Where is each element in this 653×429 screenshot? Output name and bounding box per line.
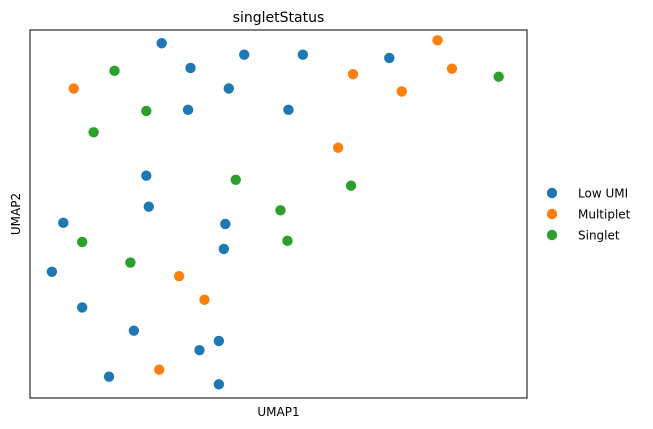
- point-2-2: [141, 105, 152, 117]
- point-2-1: [493, 71, 504, 82]
- point-0-14: [76, 302, 88, 313]
- points-layer: [46, 35, 504, 390]
- point-1-7: [199, 294, 210, 305]
- legend-marker-2: [546, 229, 558, 241]
- point-1-2: [347, 68, 359, 80]
- point-0-4: [384, 52, 395, 64]
- point-0-5: [223, 83, 234, 94]
- legend-label-1: Multiplet: [578, 208, 631, 222]
- point-1-1: [446, 63, 458, 74]
- point-1-8: [154, 364, 165, 375]
- point-0-7: [283, 104, 294, 116]
- point-2-0: [109, 65, 120, 77]
- point-0-10: [58, 217, 69, 229]
- plot-frame: [29, 29, 528, 399]
- point-0-19: [213, 379, 225, 390]
- point-0-3: [297, 49, 309, 60]
- point-0-9: [143, 201, 154, 212]
- point-2-6: [275, 205, 286, 216]
- point-2-5: [345, 180, 357, 191]
- point-0-6: [182, 104, 194, 116]
- point-2-4: [230, 174, 241, 185]
- x-axis-title: UMAP1: [257, 405, 299, 419]
- legend-label-2: Singlet: [578, 229, 620, 243]
- y-axis-title: UMAP2: [9, 193, 23, 235]
- point-0-8: [141, 170, 152, 181]
- legend-label-0: Low UMI: [578, 187, 628, 201]
- chart-title: singletStatus: [233, 10, 325, 26]
- point-0-11: [220, 218, 231, 230]
- point-1-0: [432, 35, 443, 46]
- point-0-1: [185, 62, 196, 74]
- point-2-3: [88, 127, 99, 138]
- point-1-5: [332, 142, 344, 153]
- point-0-17: [194, 344, 205, 356]
- point-1-4: [68, 83, 79, 94]
- point-2-7: [76, 236, 88, 248]
- point-2-8: [282, 235, 293, 247]
- point-0-18: [103, 371, 115, 382]
- point-0-16: [213, 335, 225, 347]
- point-2-9: [125, 257, 136, 268]
- point-0-2: [239, 49, 250, 60]
- point-1-6: [173, 270, 185, 282]
- point-0-12: [218, 243, 230, 255]
- point-1-3: [396, 86, 407, 97]
- legend: Low UMI Multiplet Singlet: [546, 187, 631, 243]
- point-0-13: [46, 266, 58, 277]
- legend-marker-1: [546, 208, 558, 220]
- legend-marker-0: [546, 187, 558, 199]
- point-0-15: [128, 325, 140, 336]
- point-0-0: [156, 38, 167, 49]
